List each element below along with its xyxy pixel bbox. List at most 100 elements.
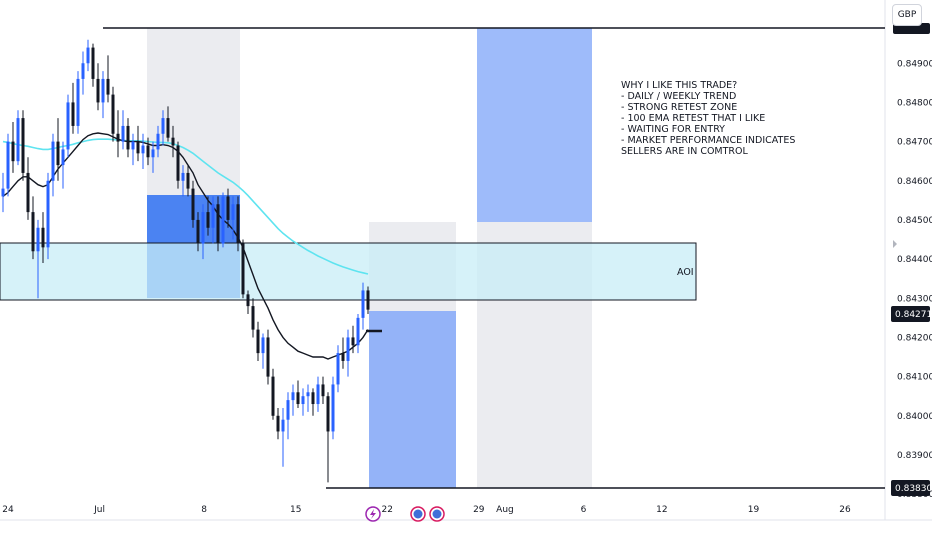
candle-body-28	[141, 145, 145, 154]
candle-body-51	[256, 329, 260, 354]
candle-body-13	[66, 102, 70, 150]
candle-body-43	[216, 204, 220, 244]
time-tick-3: 15	[290, 505, 301, 515]
price-tick-10: 0.83900	[897, 451, 932, 461]
note-line-2: - STRONG RETEST ZONE	[621, 102, 737, 113]
candle-body-50	[251, 306, 255, 330]
note-line-0: WHY I LIKE THIS TRADE?	[621, 80, 737, 91]
time-tick-4: 22	[382, 505, 393, 515]
candle-body-46	[231, 204, 235, 220]
time-tick-0: 24	[2, 505, 14, 515]
candle-body-26	[131, 141, 135, 150]
candle-body-63	[316, 384, 320, 405]
candle-body-73	[366, 290, 370, 310]
candle-body-23	[116, 133, 120, 142]
candle-body-0	[1, 188, 5, 197]
currency-button[interactable]: GBP	[892, 4, 922, 26]
candle-body-72	[361, 290, 365, 318]
candle-body-54	[271, 376, 275, 416]
note-line-4: - WAITING FOR ENTRY	[621, 124, 725, 135]
candle-body-44	[221, 196, 225, 244]
dividend-lightning-icon[interactable]	[365, 506, 381, 522]
time-tick-8: 12	[656, 505, 667, 515]
economic-event-icon-1[interactable]	[410, 506, 426, 522]
trade-note: WHY I LIKE THIS TRADE?- DAILY / WEEKLY T…	[621, 80, 795, 157]
candle-body-24	[121, 125, 125, 142]
candle-body-34	[171, 137, 175, 146]
candle-body-1	[6, 141, 10, 189]
price-axis: 0.84900 0.84800 0.84700 0.84600 0.84500 0.844…	[897, 59, 932, 500]
candle-body-42	[211, 204, 215, 228]
price-tick-4: 0.84500	[897, 216, 932, 226]
low-price-tag: 0.83830	[891, 480, 932, 496]
candle-body-9	[46, 180, 50, 248]
candle-body-2	[11, 141, 15, 162]
time-tick-7: 6	[581, 505, 587, 515]
candle-body-12	[61, 149, 65, 166]
candle-body-57	[286, 400, 290, 420]
candle-body-32	[161, 118, 165, 134]
note-line-1: - DAILY / WEEKLY TREND	[621, 91, 736, 102]
time-tick-9: 19	[748, 505, 760, 515]
candle-body-62	[311, 392, 315, 405]
last-price-value: 0.84271	[895, 310, 932, 320]
candle-body-14	[71, 102, 75, 126]
candle-body-41	[206, 212, 210, 228]
candle-body-47	[236, 204, 240, 244]
candle-body-48	[241, 243, 245, 295]
price-tick-9: 0.84000	[897, 412, 932, 422]
last-price-tag: 0.84271	[891, 306, 932, 322]
candle-body-6	[31, 212, 35, 252]
candle-body-30	[151, 149, 155, 158]
candle-body-53	[266, 337, 270, 377]
candle-body-7	[36, 227, 40, 252]
target-zone-box	[477, 28, 592, 222]
note-line-6: SELLERS ARE IN COMTROL	[621, 146, 749, 157]
price-tick-3: 0.84600	[897, 177, 932, 187]
candle-body-45	[226, 196, 230, 220]
candle-body-29	[146, 145, 150, 158]
aoi-zone[interactable]	[0, 242, 697, 301]
time-tick-2: 8	[201, 505, 207, 515]
candle-body-39	[196, 219, 200, 244]
candle-body-11	[56, 141, 60, 166]
candle-body-19	[96, 78, 100, 103]
candlesticks	[1, 39, 370, 483]
candle-body-31	[156, 133, 160, 150]
candle-body-40	[201, 212, 205, 244]
candle-body-10	[51, 141, 55, 181]
price-tick-8: 0.84100	[897, 373, 932, 383]
candle-body-22	[111, 94, 115, 134]
candle-body-64	[321, 384, 325, 397]
economic-event-icon-2[interactable]	[429, 506, 445, 522]
candle-body-58	[291, 392, 295, 401]
candle-body-5	[26, 172, 30, 213]
time-tick-5: 29	[473, 505, 485, 515]
candle-body-20	[101, 78, 105, 103]
note-line-3: - 100 EMA RETEST THAT I LIKE	[621, 113, 765, 124]
candle-body-27	[136, 141, 140, 154]
note-line-5: - MARKET PERFORMANCE INDICATES	[621, 135, 795, 146]
candle-body-55	[276, 415, 280, 432]
candle-body-16	[81, 63, 85, 79]
candle-body-17	[86, 47, 90, 64]
candle-body-49	[246, 294, 250, 307]
candle-body-38	[191, 188, 195, 220]
candle-body-25	[126, 125, 130, 150]
ema-100-line	[2, 138, 369, 275]
price-tick-5: 0.84400	[897, 255, 932, 265]
low-price-value: 0.83830	[895, 484, 932, 494]
candle-body-8	[41, 227, 45, 248]
time-tick-1: Jul	[93, 505, 105, 515]
axis-arrow-icon[interactable]	[893, 240, 897, 248]
candle-body-65	[326, 396, 330, 432]
candle-body-4	[21, 118, 25, 173]
candle-body-56	[281, 419, 285, 432]
candle-body-21	[106, 78, 110, 95]
time-tick-10: 26	[839, 505, 851, 515]
candle-body-67	[336, 353, 340, 385]
price-tick-6: 0.84300	[897, 294, 932, 304]
candle-body-18	[91, 47, 95, 79]
price-tick-2: 0.84700	[897, 138, 932, 148]
